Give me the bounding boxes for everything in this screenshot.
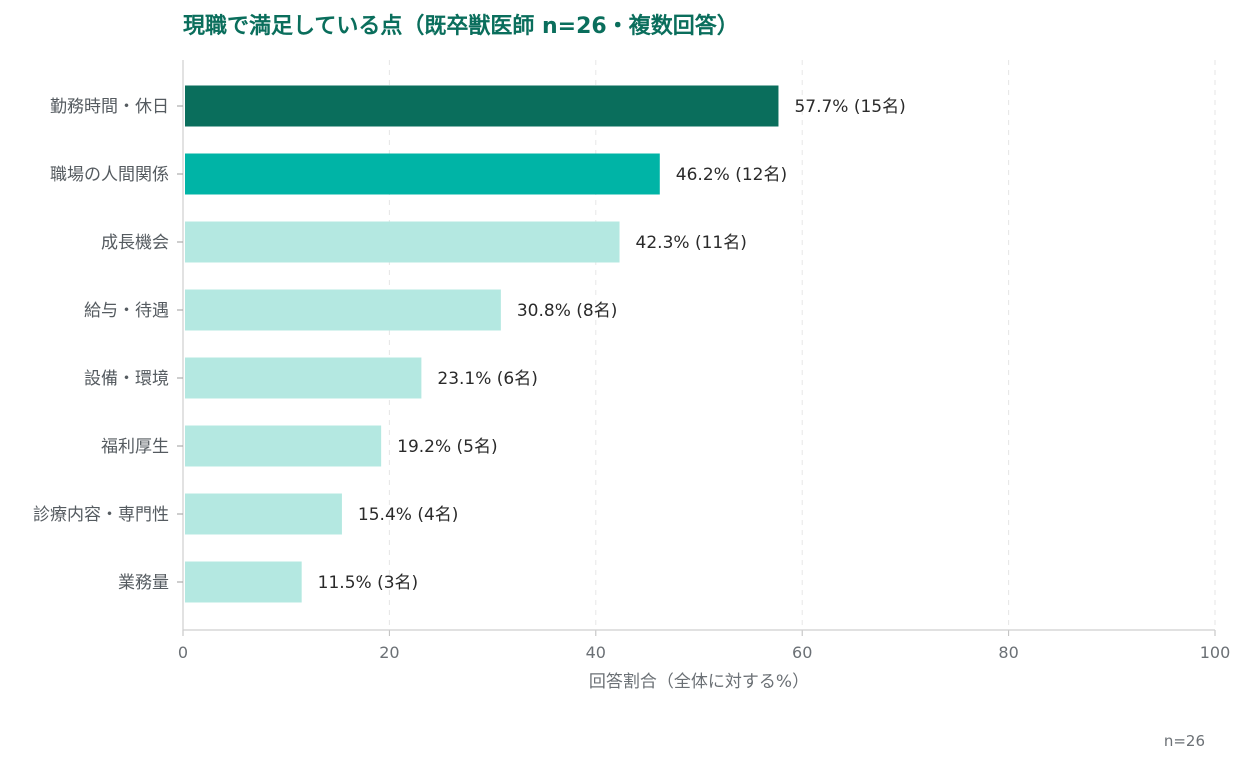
data-label: 15.4% (4名): [358, 505, 459, 525]
category-label: 診療内容・専門性: [33, 505, 169, 525]
data-label: 23.1% (6名): [437, 369, 537, 389]
bar: [185, 289, 501, 331]
x-tick-label: 20: [379, 643, 399, 662]
x-axis-title: 回答割合（全体に対する%）: [589, 672, 809, 692]
data-label: 11.5% (3名): [318, 573, 419, 593]
bars: [185, 85, 779, 603]
bar: [185, 493, 342, 535]
x-tick-label: 40: [586, 643, 606, 662]
bar: [185, 153, 660, 195]
x-tick-label: 0: [178, 643, 188, 662]
data-label: 57.7% (15名): [794, 97, 905, 117]
bar: [185, 357, 422, 399]
axes: [177, 60, 1216, 636]
bar: [185, 425, 382, 467]
category-label: 勤務時間・休日: [50, 97, 169, 117]
sample-size-note: n=26: [1164, 732, 1205, 750]
data-label: 19.2% (5名): [397, 437, 498, 457]
x-tick-label: 80: [998, 643, 1018, 662]
chart-title: 現職で満足している点（既卒獣医師 n=26・複数回答）: [183, 13, 739, 39]
gridlines: [388, 60, 1216, 630]
category-label: 給与・待遇: [84, 301, 169, 321]
category-label: 福利厚生: [101, 437, 169, 457]
category-label: 職場の人間関係: [50, 165, 169, 185]
category-label: 業務量: [118, 573, 169, 593]
x-tick-label: 100: [1200, 643, 1231, 662]
data-label: 46.2% (12名): [676, 165, 787, 185]
data-label: 30.8% (8名): [517, 301, 618, 321]
category-label: 成長機会: [101, 233, 169, 253]
bar: [185, 561, 302, 603]
labels: 0 20 40 60 80 100 勤務時間・休日 57.7% (15名) 職場の人間関係 46.…: [33, 97, 1230, 662]
category-label: 設備・環境: [84, 369, 169, 389]
x-tick-label: 60: [792, 643, 812, 662]
bar: [185, 85, 779, 127]
data-label: 42.3% (11名): [636, 233, 747, 253]
bar: [185, 221, 620, 263]
